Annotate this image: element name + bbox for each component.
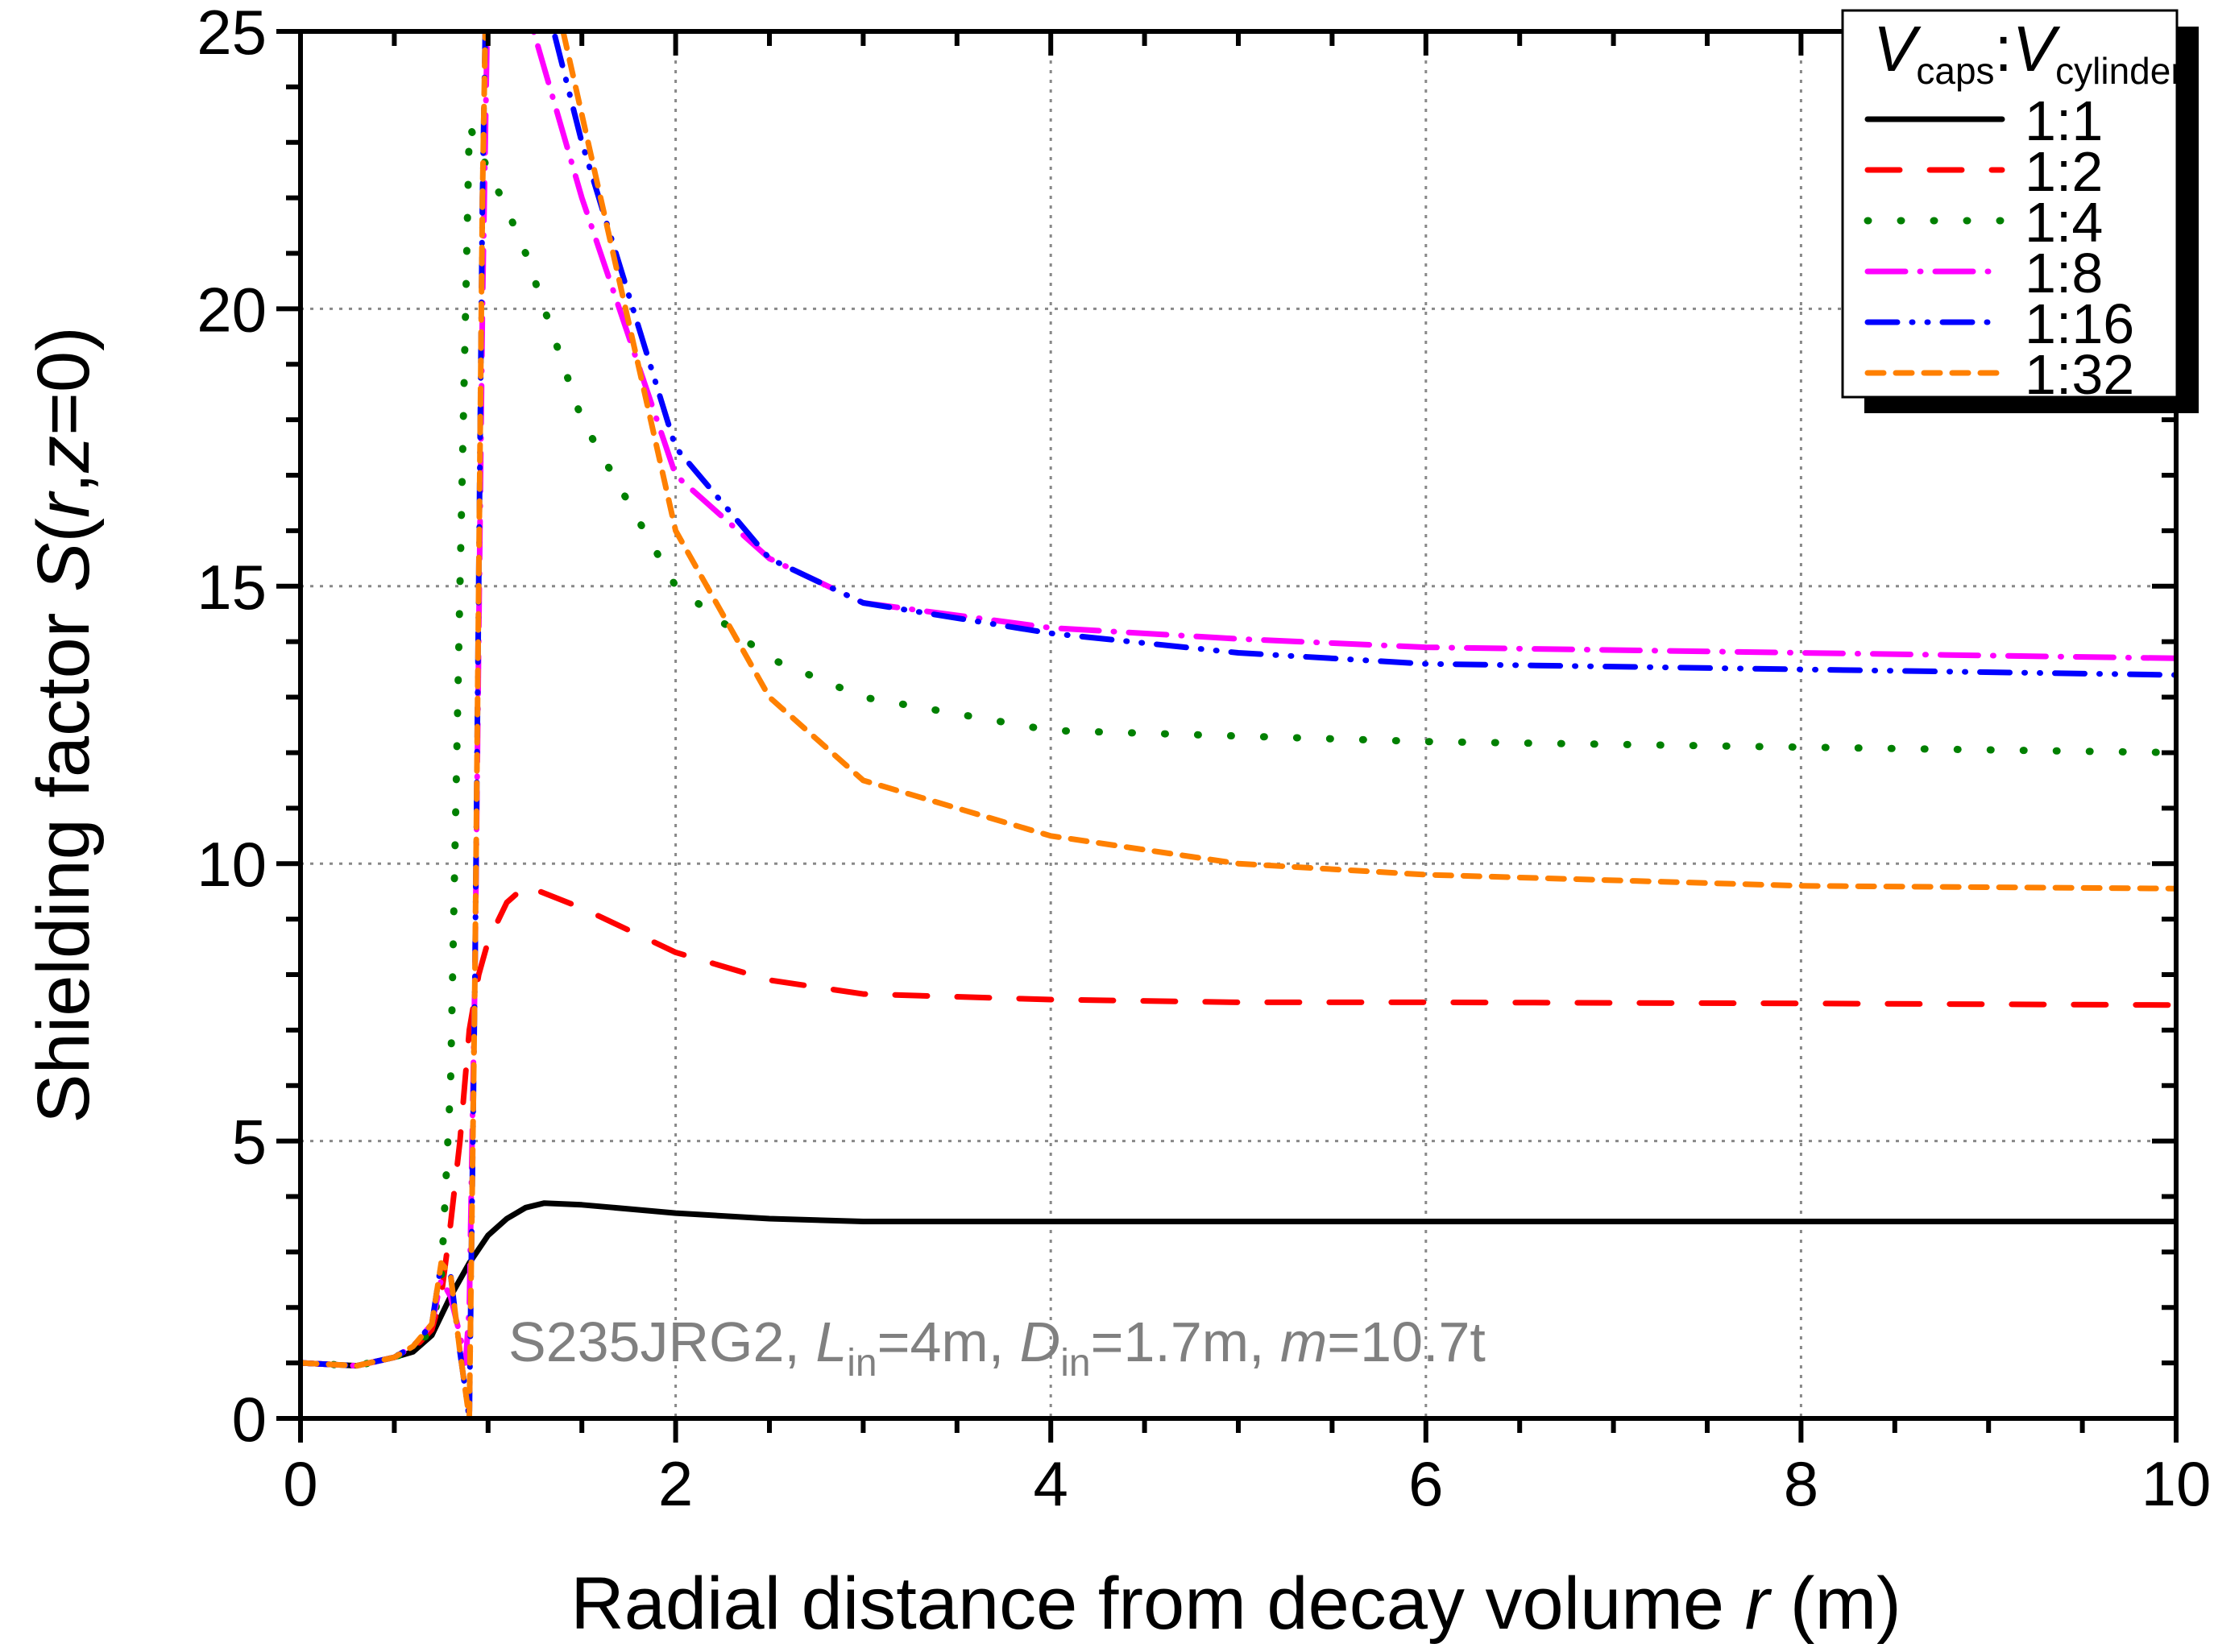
legend-label: 1:8 [2025, 242, 2103, 304]
x-tick-label: 4 [1034, 1448, 1068, 1519]
legend: Vcaps:Vcylinder 1:11:21:41:81:161:32 [1841, 9, 2199, 413]
y-tick-label: 0 [232, 1384, 267, 1455]
x-tick-label: 6 [1408, 1448, 1443, 1519]
x-axis-title: Radial distance from decay volume r (m) [570, 1563, 1901, 1645]
axes [276, 29, 2179, 1443]
x-tick-label: 10 [2141, 1448, 2212, 1519]
series-line-1-16 [301, 31, 2176, 1418]
legend-label: 1:2 [2025, 140, 2103, 203]
series-line-1-1 [301, 1200, 2176, 1369]
legend-label: 1:16 [2025, 292, 2134, 355]
annotation: S235JRG2, Lin=4m, Din=1.7m, m=10.7t [508, 1310, 1486, 1385]
legend-title: Vcaps:Vcylinder [1873, 13, 2183, 92]
legend-item: 1:32 [1864, 343, 2134, 406]
legend-item: 1:8 [1864, 242, 2103, 304]
legend-label: 1:4 [2025, 191, 2103, 254]
legend-item: 1:16 [1864, 292, 2134, 355]
legend-item: 1:4 [1864, 191, 2103, 254]
tick-labels: 0 2 4 6 8 10 0 5 10 15 20 25 [197, 0, 2211, 1519]
y-axis-title: Shielding factor S(r,z=0) [23, 326, 105, 1123]
y-tick-label: 5 [232, 1107, 267, 1178]
series-lines [301, 31, 2176, 1418]
series-line-1-2 [301, 883, 2176, 1369]
x-tick-label: 2 [658, 1448, 693, 1519]
y-tick-label: 25 [197, 0, 267, 68]
y-tick-label: 10 [197, 829, 267, 900]
y-tick-label: 20 [197, 274, 267, 345]
legend-label: 1:1 [2025, 89, 2103, 152]
y-tick-label: 15 [197, 552, 267, 623]
legend-label: 1:32 [2025, 343, 2134, 406]
legend-item: 1:1 [1864, 89, 2103, 152]
series-line-1-32 [301, 31, 2176, 1418]
legend-item: 1:2 [1864, 140, 2103, 203]
x-tick-label: 0 [283, 1448, 317, 1519]
legend-box [1841, 9, 2179, 399]
x-tick-label: 8 [1784, 1448, 1818, 1519]
